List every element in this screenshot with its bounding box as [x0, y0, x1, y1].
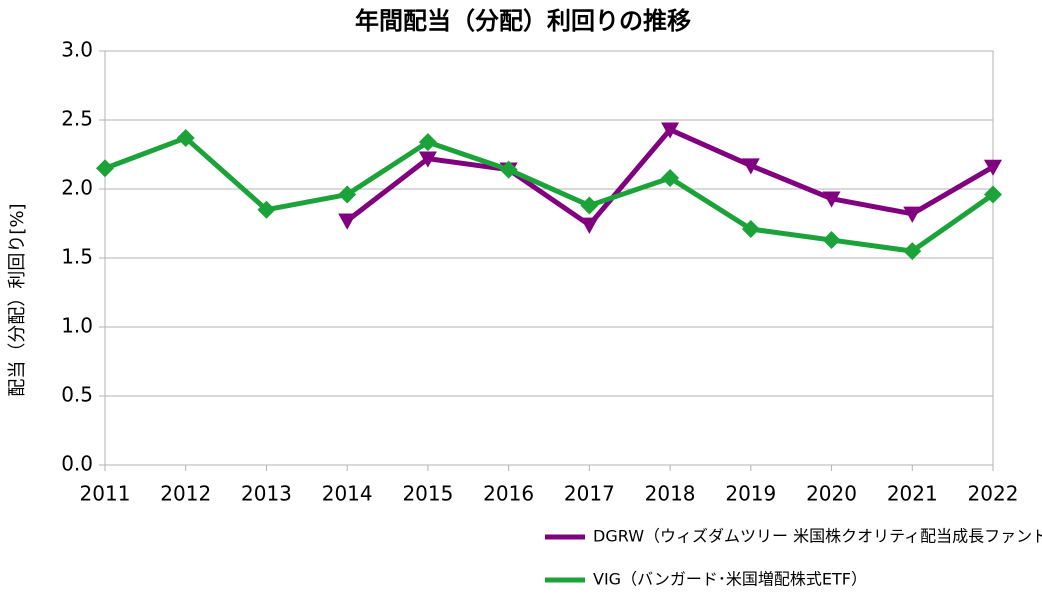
y-tick-label: 1.0: [61, 314, 93, 338]
series-line: [104, 135, 995, 254]
x-tick-label: 2013: [241, 482, 292, 506]
point-marker: [580, 196, 599, 215]
point-marker: [822, 191, 841, 208]
point-marker: [822, 231, 841, 250]
y-tick-label: 0.5: [61, 383, 93, 407]
point-marker: [96, 159, 114, 178]
y-tick-label: 2.0: [61, 176, 93, 200]
point-marker: [741, 220, 760, 239]
y-axis-label: 配当（分配）利回り[%]: [7, 203, 28, 396]
point-marker: [580, 217, 599, 234]
x-tick-label: 2017: [564, 482, 615, 506]
x-tick-label: 2015: [402, 482, 453, 506]
x-tick-label: 2014: [322, 482, 373, 506]
point-marker: [903, 242, 922, 261]
point-marker: [984, 185, 1002, 204]
legend-label: DGRW（ウィズダムツリー 米国株クオリティ配当成長ファンド）: [593, 527, 1042, 546]
point-marker: [661, 168, 680, 187]
point-marker: [176, 128, 195, 147]
x-tick-label: 2022: [968, 482, 1019, 506]
plot-border: [104, 50, 994, 466]
x-tick-label: 2012: [160, 482, 211, 506]
x-tick-label: 2020: [806, 482, 857, 506]
point-marker: [984, 159, 1002, 176]
point-marker: [257, 200, 276, 219]
chart-title: 年間配当（分配）利回りの推移: [355, 7, 691, 35]
point-marker: [741, 158, 760, 175]
legend-label: VIG（バンガード･米国増配株式ETF）: [593, 570, 867, 589]
point-marker: [418, 151, 437, 168]
y-tick-label: 0.0: [61, 452, 93, 476]
point-marker: [418, 133, 437, 152]
x-tick-label: 2016: [483, 482, 534, 506]
y-tick-label: 3.0: [61, 38, 93, 62]
point-marker: [499, 160, 518, 179]
point-marker: [338, 213, 357, 230]
x-tick-label: 2019: [725, 482, 776, 506]
x-tick-label: 2011: [80, 482, 131, 506]
x-tick-label: 2021: [887, 482, 938, 506]
y-tick-label: 2.5: [61, 107, 93, 131]
point-marker: [338, 185, 357, 204]
x-tick-label: 2018: [645, 482, 696, 506]
point-marker: [903, 206, 922, 223]
y-tick-label: 1.5: [61, 245, 93, 269]
point-marker: [661, 122, 680, 139]
